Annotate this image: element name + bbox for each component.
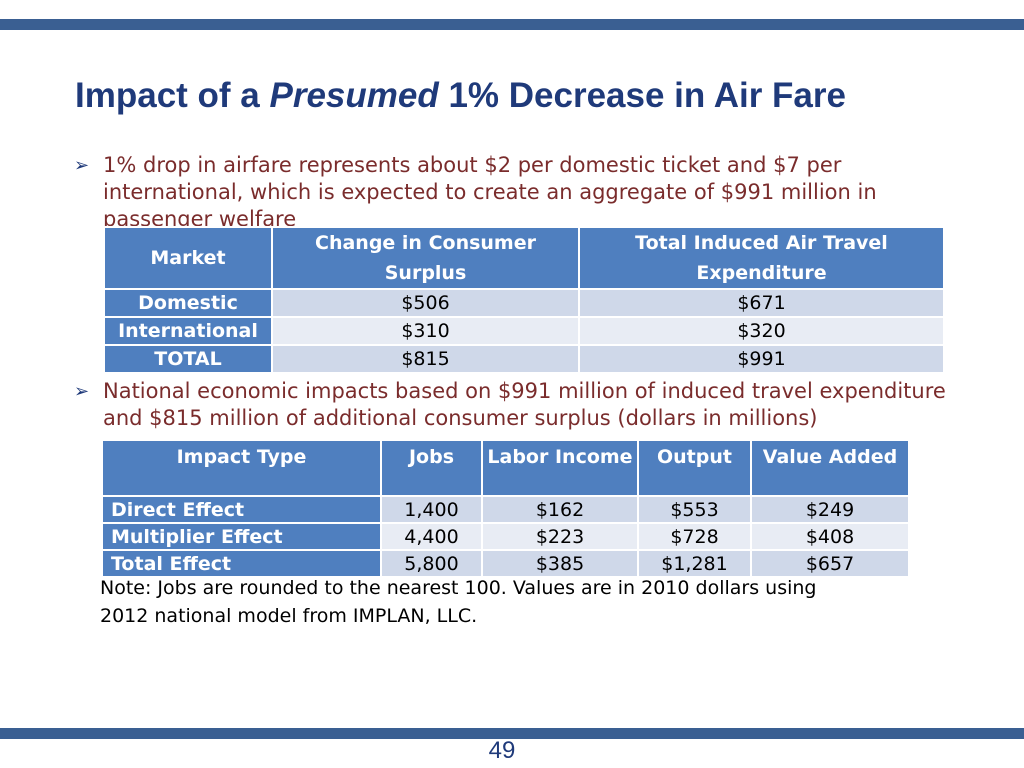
market-table: Market Change in Consumer Surplus Total … [103, 226, 945, 374]
row-header: Multiplier Effect [101, 522, 382, 551]
column-header: Output [637, 439, 752, 497]
table-header-row: Market Change in Consumer Surplus Total … [103, 226, 945, 290]
table-header-row: Impact Type Jobs Labor Income Output Val… [101, 439, 910, 497]
table-cell: $506 [271, 288, 580, 318]
table-cell: $728 [637, 522, 752, 551]
table-cell: $671 [578, 288, 945, 318]
column-header: Total Induced Air Travel Expenditure [578, 226, 945, 290]
table-cell: $815 [271, 344, 580, 374]
row-header: Direct Effect [101, 495, 382, 524]
page-number: 49 [488, 737, 516, 764]
title-prefix: Impact of a [75, 76, 270, 115]
column-header: Value Added [750, 439, 910, 497]
arrow-bullet-icon: ➢ [74, 381, 90, 402]
slide-title: Impact of a Presumed 1% Decrease in Air … [75, 76, 846, 116]
table-row: Total Effect 5,800 $385 $1,281 $657 [101, 549, 910, 578]
table-cell: $553 [637, 495, 752, 524]
title-emphasis: Presumed [269, 76, 439, 115]
top-accent-bar [0, 19, 1024, 30]
table-row: International $310 $320 [103, 316, 945, 346]
table-cell: $657 [750, 549, 910, 578]
table-row: Domestic $506 $671 [103, 288, 945, 318]
column-header: Impact Type [101, 439, 382, 497]
footnote: Note: Jobs are rounded to the nearest 10… [100, 577, 817, 627]
table-row: Direct Effect 1,400 $162 $553 $249 [101, 495, 910, 524]
row-header: International [103, 316, 273, 346]
row-header: Total Effect [101, 549, 382, 578]
table-cell: $162 [481, 495, 639, 524]
table-cell: $408 [750, 522, 910, 551]
table-cell: $249 [750, 495, 910, 524]
column-header: Labor Income [481, 439, 639, 497]
title-suffix: 1% Decrease in Air Fare [438, 76, 846, 115]
table-cell: 5,800 [380, 549, 483, 578]
table-cell: $385 [481, 549, 639, 578]
table-cell: 4,400 [380, 522, 483, 551]
table-cell: $991 [578, 344, 945, 374]
table-row: Multiplier Effect 4,400 $223 $728 $408 [101, 522, 910, 551]
bottom-accent-bar [0, 728, 1024, 739]
table-row: TOTAL $815 $991 [103, 344, 945, 374]
bullet-text: 1% drop in airfare represents about $2 p… [103, 153, 877, 227]
bullet-text: National economic impacts based on $991 … [103, 379, 946, 430]
column-header: Jobs [380, 439, 483, 497]
bullet-point-2: ➢ National economic impacts based on $99… [74, 378, 984, 440]
table-cell: $310 [271, 316, 580, 346]
table-cell: $223 [481, 522, 639, 551]
row-header: TOTAL [103, 344, 273, 374]
table-cell: 1,400 [380, 495, 483, 524]
row-header: Domestic [103, 288, 273, 318]
column-header: Change in Consumer Surplus [271, 226, 580, 290]
bullet-point-1: ➢ 1% drop in airfare represents about $2… [74, 152, 984, 227]
arrow-bullet-icon: ➢ [74, 155, 90, 176]
table-cell: $320 [578, 316, 945, 346]
table-cell: $1,281 [637, 549, 752, 578]
column-header: Market [103, 226, 273, 290]
impact-table: Impact Type Jobs Labor Income Output Val… [101, 439, 910, 578]
